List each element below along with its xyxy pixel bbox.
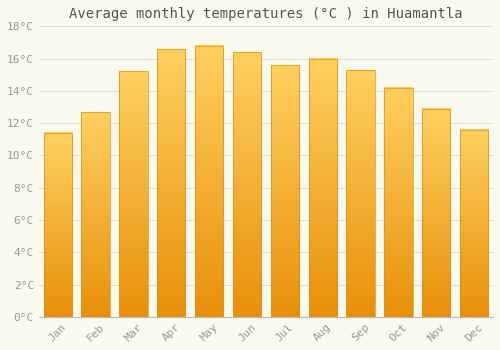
Bar (195, 46, 224, 317)
Bar (422, 108, 450, 317)
Bar (44, 133, 72, 317)
Title: Average monthly temperatures (°C ) in Huamantla: Average monthly temperatures (°C ) in Hu… (69, 7, 462, 21)
Bar (119, 71, 148, 317)
Bar (346, 70, 375, 317)
Bar (384, 88, 412, 317)
Bar (460, 130, 488, 317)
Bar (233, 52, 261, 317)
Bar (157, 49, 186, 317)
Bar (270, 65, 299, 317)
Bar (82, 112, 110, 317)
Bar (308, 58, 337, 317)
